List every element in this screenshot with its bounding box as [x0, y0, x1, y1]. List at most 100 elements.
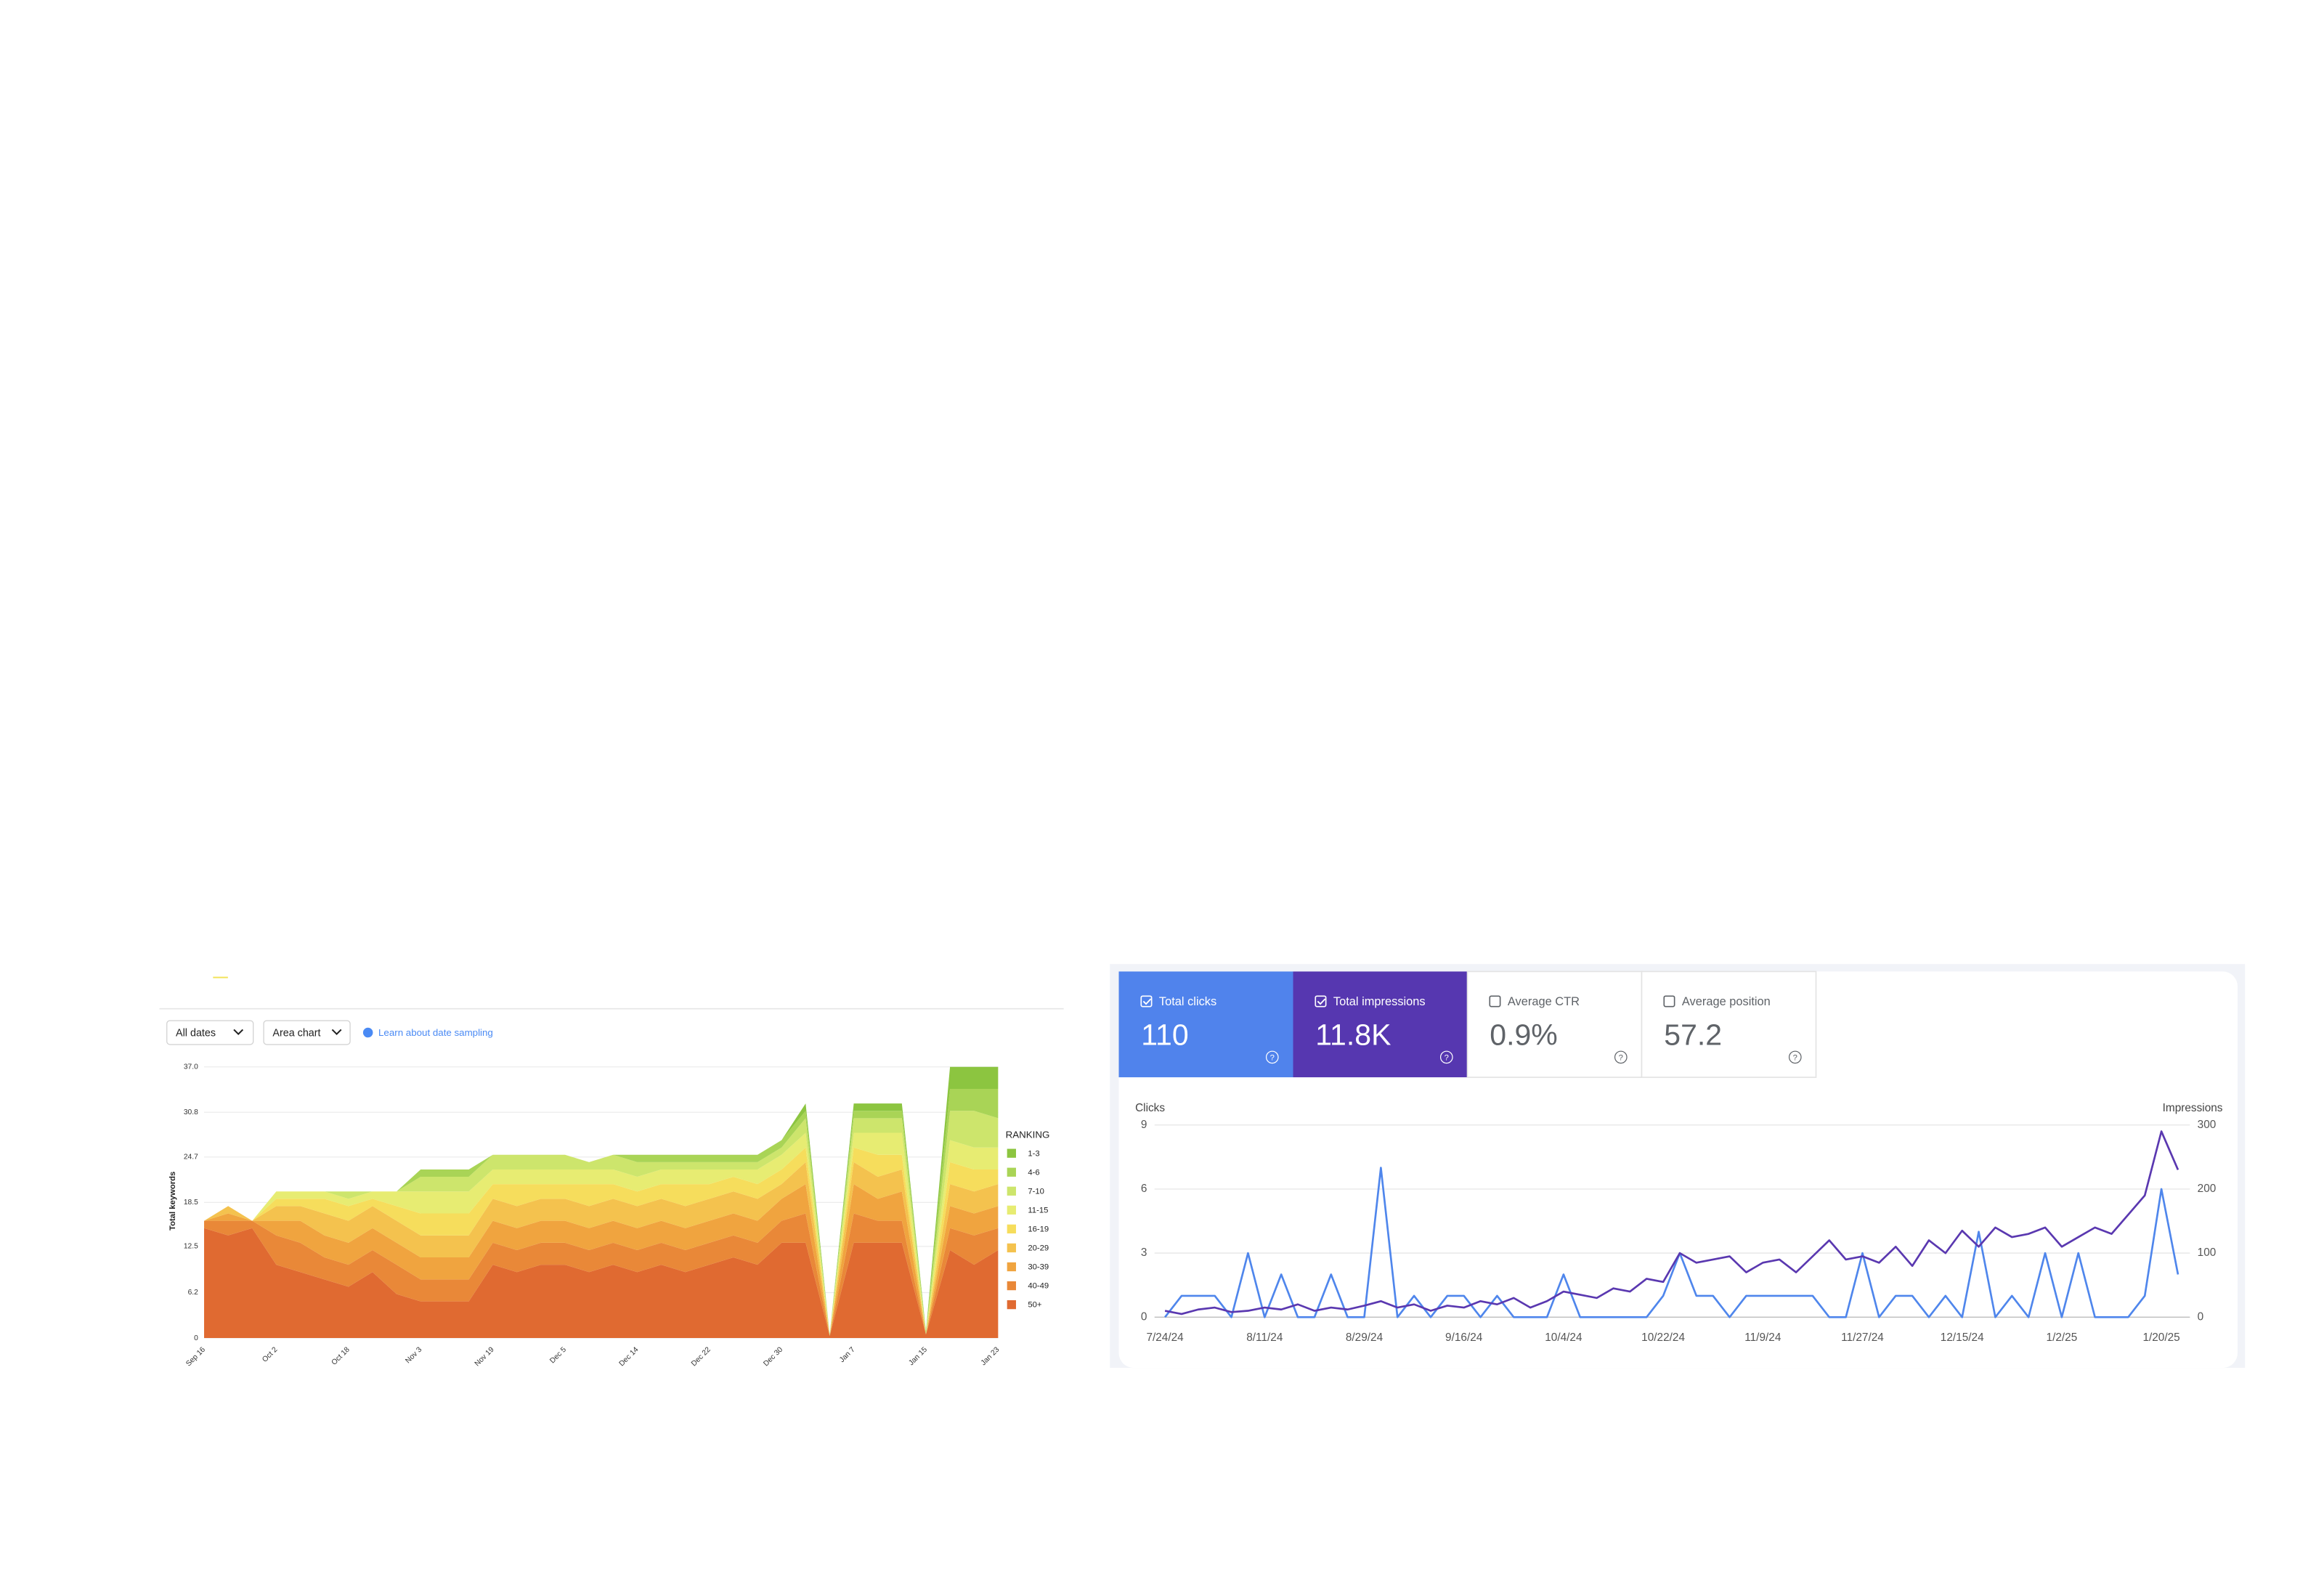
- metric-label: Total clicks: [1159, 995, 1216, 1008]
- legend-label: 7-10: [1028, 1187, 1044, 1196]
- x-tick-label: Oct 2: [261, 1345, 279, 1363]
- checkmark: [1142, 998, 1152, 1005]
- legend-label: 4-6: [1028, 1168, 1039, 1177]
- metric-tile[interactable]: Total clicks 110?: [1118, 971, 1293, 1078]
- metric-tile[interactable]: Average CTR 0.9%?: [1466, 970, 1643, 1078]
- x-tick-label: 9/16/24: [1445, 1331, 1483, 1344]
- tile-background: [1466, 970, 1643, 1078]
- area-segment: [204, 1132, 999, 1337]
- tile-background: [1118, 971, 1293, 1078]
- series-line: [1164, 1130, 2179, 1315]
- y-tick-label: 12.5: [184, 1243, 198, 1251]
- legend-swatch: [1007, 1167, 1016, 1177]
- x-tick-label: 8/29/24: [1346, 1331, 1384, 1344]
- x-tick-label: 10/4/24: [1545, 1331, 1582, 1344]
- checkbox: [1315, 995, 1327, 1008]
- x-tick-label: 10/22/24: [1641, 1331, 1685, 1344]
- y-tick-label: 6.2: [188, 1289, 199, 1297]
- area-segment: [204, 1147, 999, 1337]
- link-text: Learn about date sampling: [378, 1027, 493, 1038]
- help-icon-glyph: ?: [1619, 1053, 1623, 1062]
- legend-label: 20-29: [1028, 1244, 1049, 1253]
- tile-background: [1641, 970, 1817, 1078]
- dropdown-label: Area chart: [272, 1027, 320, 1039]
- checkbox: [1489, 995, 1501, 1008]
- dropdown-label: All dates: [176, 1027, 216, 1039]
- chevron: [331, 1029, 342, 1036]
- metric-value: 57.2: [1664, 1018, 1722, 1052]
- help-icon: [1439, 1050, 1453, 1064]
- x-tick-label: Dec 5: [548, 1345, 568, 1365]
- legend-title: RANKING: [1006, 1130, 1050, 1140]
- checkbox: [1663, 995, 1675, 1008]
- x-tick-label: 1/20/25: [2142, 1331, 2179, 1344]
- area-segment: [204, 1228, 999, 1339]
- y-tick-label: 18.5: [184, 1199, 198, 1207]
- legend-swatch: [1007, 1224, 1016, 1234]
- y2-tick-label: 0: [2198, 1310, 2204, 1323]
- x-tick-label: 7/24/24: [1146, 1331, 1184, 1344]
- checkbox: [1140, 995, 1153, 1008]
- help-icon: [1265, 1050, 1279, 1064]
- metric-value: 0.9%: [1490, 1018, 1558, 1052]
- legend-swatch: [1007, 1243, 1016, 1253]
- series-line: [1164, 1167, 2179, 1318]
- legend-label: 11-15: [1028, 1206, 1048, 1215]
- y2-tick-label: 200: [2198, 1183, 2217, 1195]
- chevron: [233, 1029, 244, 1036]
- metric-tile[interactable]: Average position 57.2?: [1641, 970, 1817, 1078]
- y-axis-title: Total keywords: [168, 1172, 177, 1231]
- legend-label: 40-49: [1028, 1282, 1049, 1291]
- y2-axis-title: Impressions: [2163, 1102, 2223, 1114]
- help-icon-glyph: ?: [1445, 1053, 1449, 1062]
- legend-swatch: [1007, 1281, 1016, 1291]
- x-tick-label: 1/2/25: [2047, 1331, 2078, 1344]
- y-tick-label: 3: [1141, 1246, 1147, 1259]
- x-tick-label: Jan 7: [838, 1345, 857, 1364]
- x-tick-label: Dec 30: [762, 1345, 784, 1368]
- x-tick-label: Dec 22: [690, 1345, 712, 1368]
- date-dropdown[interactable]: All dates: [166, 1020, 254, 1045]
- metric-value: 11.8K: [1315, 1018, 1391, 1052]
- checkmark: [1317, 998, 1326, 1005]
- y2-tick-label: 300: [2198, 1119, 2217, 1131]
- x-tick-label: Sep 16: [184, 1345, 207, 1368]
- dropdown-box: [166, 1020, 254, 1045]
- help-icon-glyph: ?: [1793, 1053, 1797, 1062]
- legend-swatch: [1007, 1300, 1016, 1310]
- metric-tile[interactable]: Total impressions 11.8K?: [1293, 971, 1468, 1078]
- x-tick-label: Oct 18: [330, 1345, 352, 1366]
- y-tick-label: 30.8: [184, 1108, 198, 1116]
- legend-label: 16-19: [1028, 1225, 1049, 1233]
- legend-swatch: [1007, 1205, 1016, 1215]
- chart-type-dropdown[interactable]: Area chart: [263, 1020, 351, 1045]
- legend-label: 30-39: [1028, 1263, 1049, 1272]
- help-link[interactable]: Learn about date sampling: [362, 1027, 493, 1038]
- dropdown-box: [263, 1020, 351, 1045]
- y2-tick-label: 100: [2198, 1246, 2217, 1259]
- help-icon: [1788, 1050, 1802, 1064]
- tile-background: [1293, 971, 1468, 1078]
- x-tick-label: Nov 3: [405, 1345, 424, 1365]
- legend-label: 50+: [1028, 1301, 1042, 1310]
- legend-swatch: [1007, 1262, 1016, 1272]
- x-tick-label: Jan 15: [907, 1345, 929, 1367]
- x-tick-label: 11/27/24: [1841, 1331, 1884, 1344]
- help-icon-glyph: ?: [1270, 1053, 1275, 1062]
- x-tick-label: Nov 19: [474, 1345, 496, 1368]
- legend-swatch: [1007, 1148, 1016, 1158]
- y-tick-label: 37.0: [184, 1063, 198, 1071]
- y-tick-label: 6: [1141, 1183, 1147, 1195]
- x-tick-label: 12/15/24: [1941, 1331, 1984, 1344]
- legend-swatch: [1007, 1186, 1016, 1196]
- legend-label: 1-3: [1028, 1149, 1039, 1158]
- metric-label: Average position: [1682, 995, 1771, 1008]
- x-tick-label: Dec 14: [618, 1345, 641, 1368]
- metric-label: Total impressions: [1333, 995, 1426, 1008]
- y-tick-label: 0: [194, 1334, 198, 1342]
- area-segment: [204, 1213, 999, 1337]
- info-icon: [362, 1027, 373, 1038]
- y-axis-title: Clicks: [1135, 1102, 1165, 1114]
